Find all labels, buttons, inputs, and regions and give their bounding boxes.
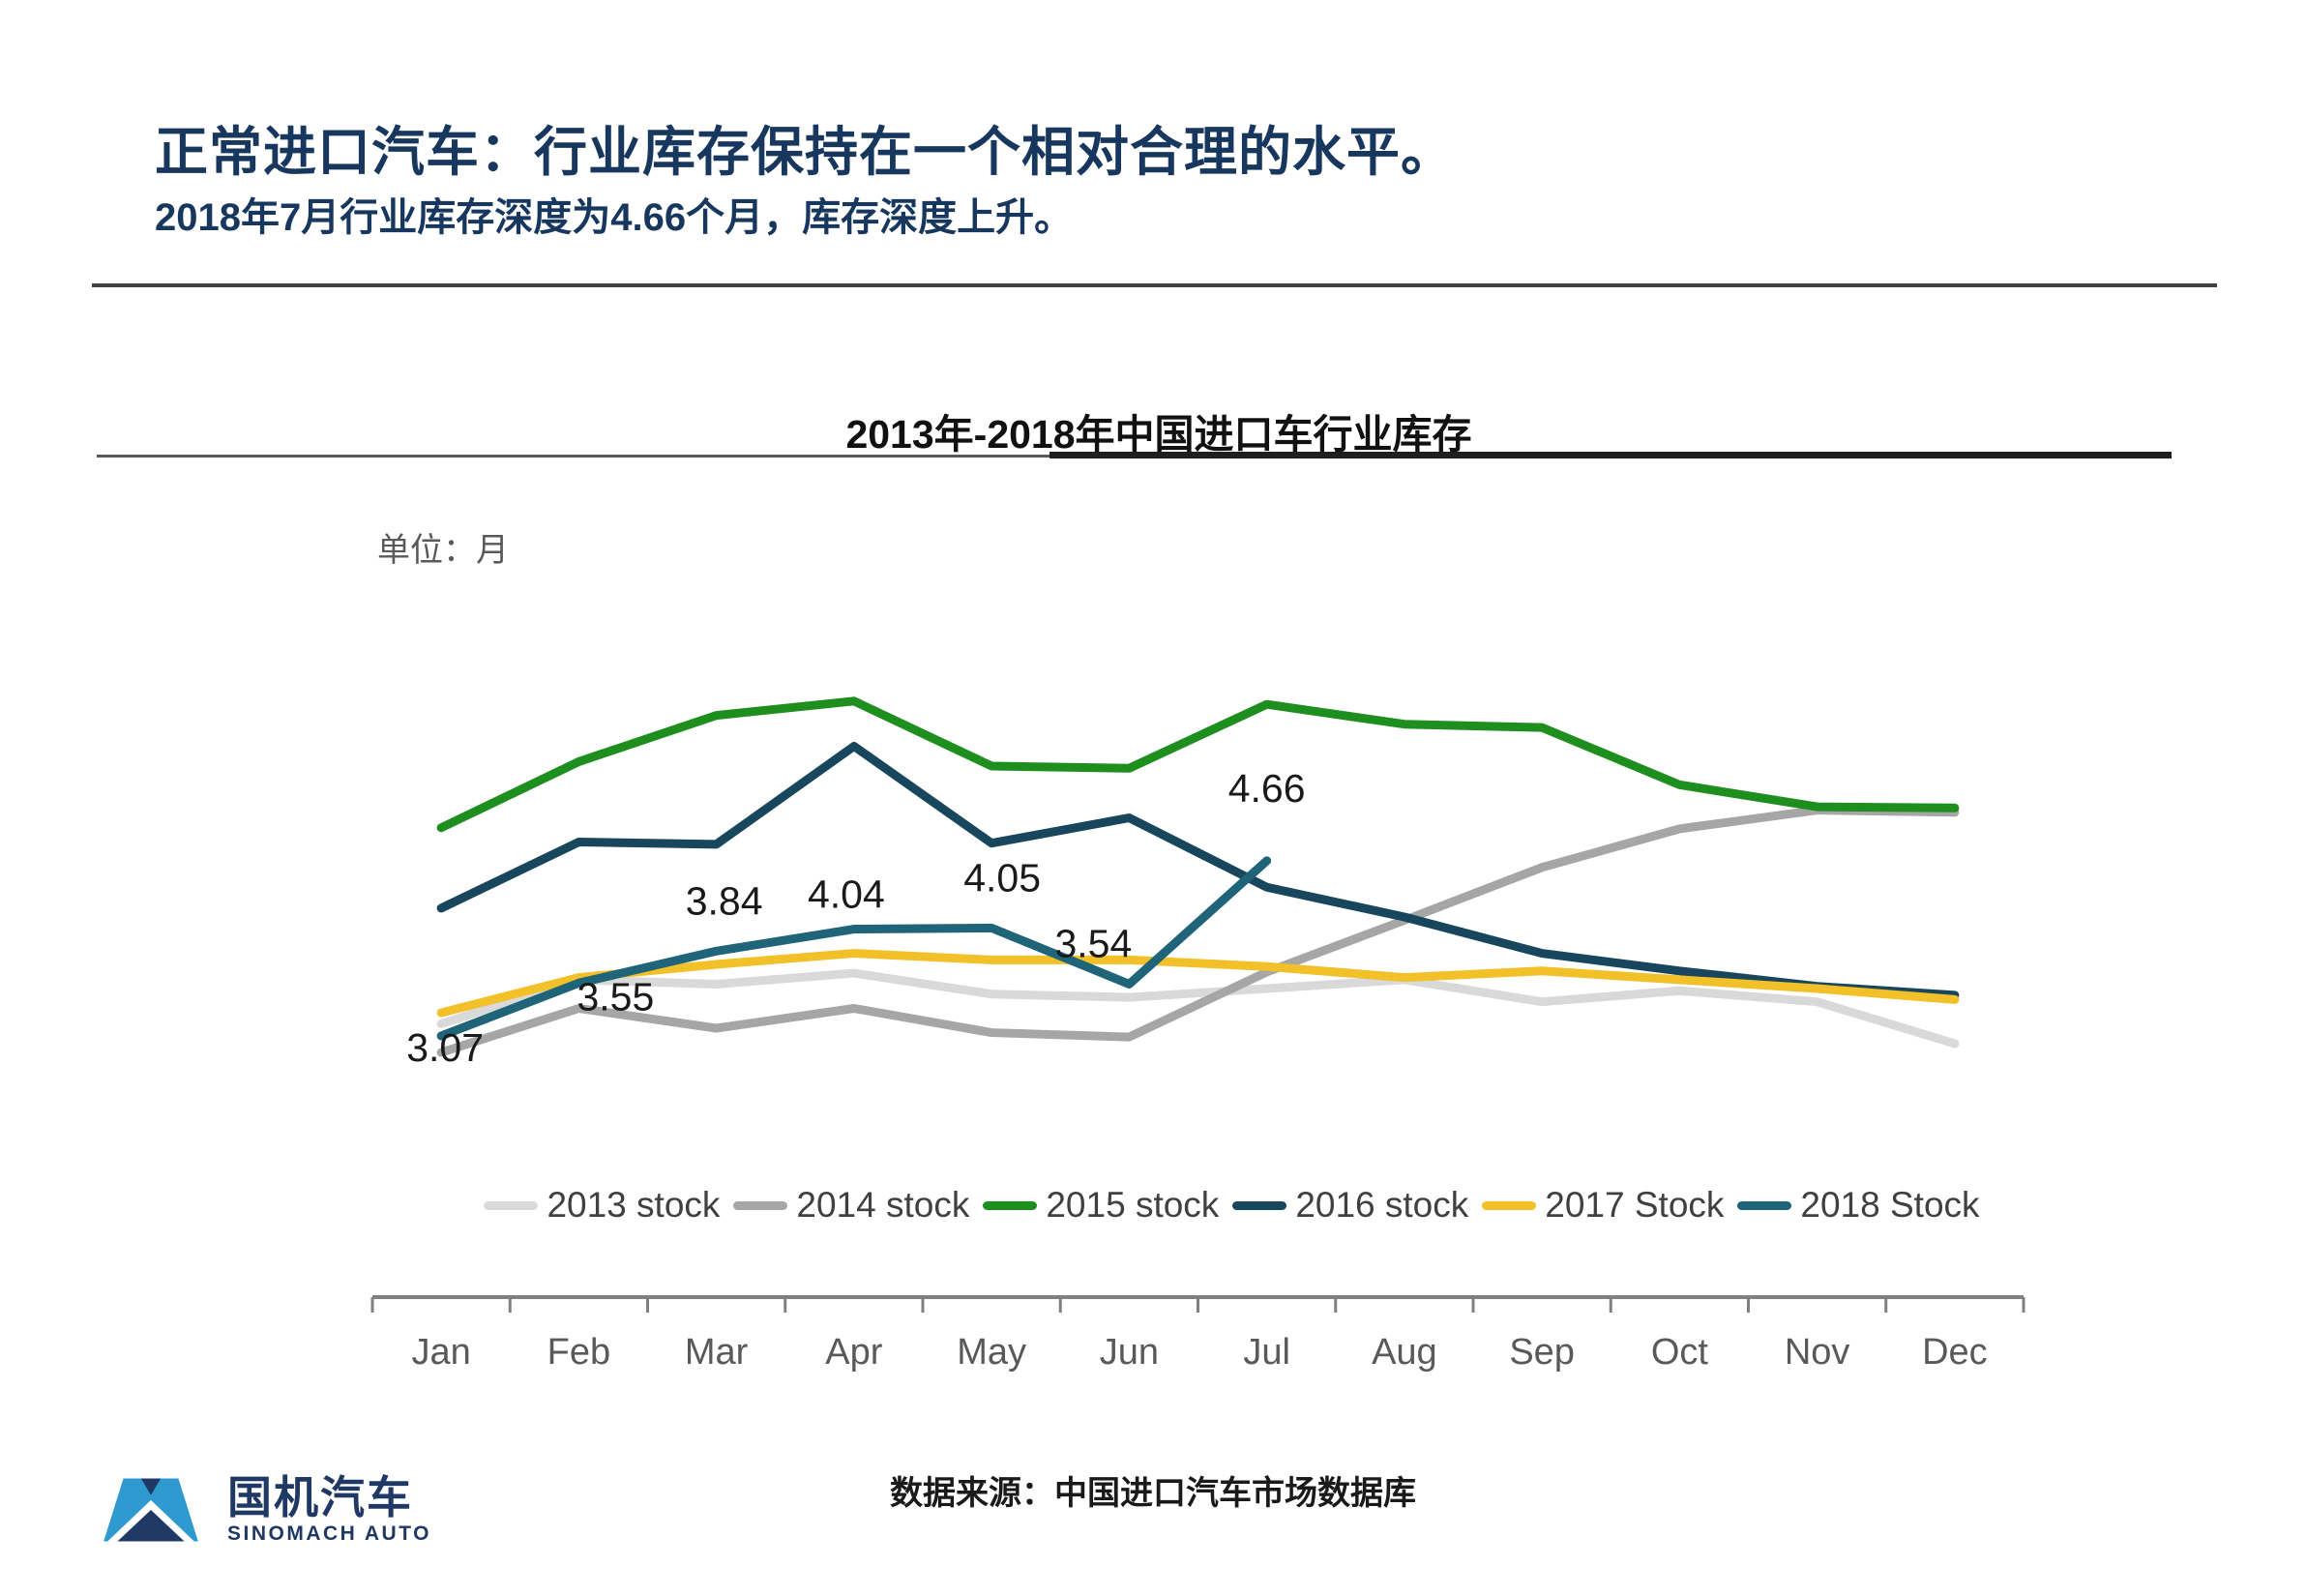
series-line-2017-stock <box>436 949 1960 1018</box>
legend-swatch <box>1482 1200 1537 1210</box>
data-label: 3.07 <box>406 1025 484 1070</box>
legend-label: 2017 Stock <box>1545 1185 1725 1225</box>
chart-title-underline-thin <box>97 455 1050 458</box>
legend-label: 2013 stock <box>547 1185 721 1225</box>
x-axis-label: Feb <box>547 1332 610 1373</box>
legend-swatch <box>733 1200 788 1210</box>
header-divider <box>92 283 2217 287</box>
series-line-2013-stock <box>436 968 1960 1049</box>
mountain-logo-icon <box>103 1478 198 1542</box>
legend-swatch <box>983 1200 1038 1210</box>
series-line-2014-stock <box>436 806 1960 1057</box>
series-line-2015-stock <box>436 696 1960 833</box>
chart-title: 2013年-2018年中国进口车行业库存 <box>845 412 1472 457</box>
legend-item-2013-stock: 2013 stock <box>484 1185 720 1226</box>
data-label: 3.55 <box>576 974 654 1019</box>
page-subtitle: 2018年7月行业库存深度为4.66个月，库存深度上升。 <box>155 196 1074 239</box>
x-axis-label: Apr <box>825 1332 882 1373</box>
x-axis-label: May <box>957 1332 1026 1373</box>
legend-item-2014-stock: 2014 stock <box>733 1185 969 1226</box>
data-label: 3.54 <box>1054 921 1132 965</box>
page-title: 正常进口汽车：行业库存保持在一个相对合理的水平。 <box>155 122 1456 182</box>
chart-title-underline-thick <box>1050 452 2172 458</box>
x-axis-label: Sep <box>1509 1332 1575 1373</box>
legend-item-2018-stock: 2018 Stock <box>1737 1185 1980 1226</box>
x-axis-label: Oct <box>1651 1332 1709 1373</box>
series-line-2018-stock <box>436 856 1272 1041</box>
series-line-2016-stock <box>436 741 1960 1000</box>
legend-label: 2014 stock <box>796 1185 970 1225</box>
data-label: 4.05 <box>963 855 1041 900</box>
legend-item-2017-stock: 2017 Stock <box>1482 1185 1724 1226</box>
chart-legend: 2013 stock 2014 stock 2015 stock 2016 stock… <box>406 1182 2057 1228</box>
unit-label: 单位：月 <box>377 533 509 569</box>
data-label: 4.04 <box>808 872 885 917</box>
data-label: 4.66 <box>1228 766 1306 811</box>
legend-swatch <box>1737 1200 1792 1210</box>
x-axis-label: Mar <box>685 1332 749 1373</box>
legend-swatch <box>1232 1200 1287 1210</box>
legend-item-2016-stock: 2016 stock <box>1232 1185 1468 1226</box>
legend-label: 2016 stock <box>1295 1185 1469 1225</box>
legend-label: 2015 stock <box>1046 1185 1220 1225</box>
x-axis-label: Dec <box>1922 1332 1988 1373</box>
x-axis-label: Aug <box>1372 1332 1437 1373</box>
x-axis-label: Jan <box>411 1332 470 1373</box>
data-source-note: 数据来源：中国进口汽车市场数据库 <box>890 1475 1416 1512</box>
legend-label: 2018 Stock <box>1800 1185 1980 1225</box>
company-logo: 国机汽车 SINOMACH AUTO <box>92 1468 431 1552</box>
data-label: 3.84 <box>686 878 763 923</box>
x-axis-label: Jul <box>1243 1332 1290 1373</box>
x-axis-label: Jun <box>1100 1332 1159 1373</box>
logo-name-cn: 国机汽车 <box>227 1472 413 1523</box>
legend-swatch <box>484 1200 539 1210</box>
logo-name-en: SINOMACH AUTO <box>227 1522 431 1545</box>
legend-item-2015-stock: 2015 stock <box>983 1185 1219 1226</box>
x-axis-label: Nov <box>1785 1332 1850 1373</box>
